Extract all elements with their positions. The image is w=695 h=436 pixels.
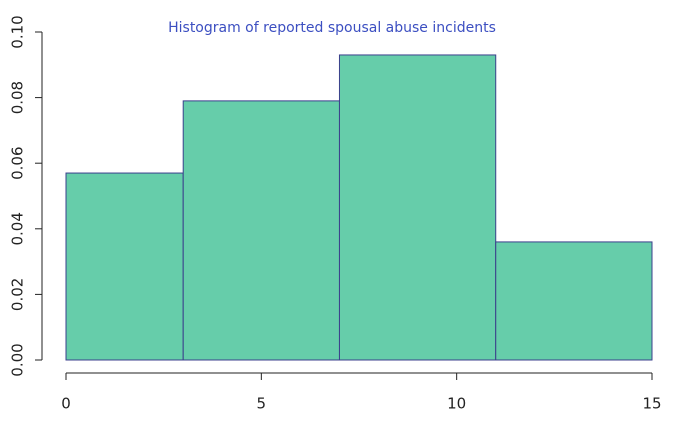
y-tick-label: 0.08: [9, 81, 27, 114]
x-tick-label: 0: [61, 395, 71, 413]
chart-title: Histogram of reported spousal abuse inci…: [168, 20, 496, 36]
y-tick-label: 0.04: [9, 212, 27, 245]
bar: [495, 241, 653, 361]
y-tick-label: 0.06: [9, 146, 27, 179]
bar: [65, 172, 184, 361]
x-tick-label: 10: [447, 395, 466, 413]
bar: [182, 100, 340, 361]
y-tick-label: 0.10: [9, 15, 27, 48]
x-tick-label: 5: [257, 395, 267, 413]
bar: [338, 54, 497, 361]
y-tick-label: 0.00: [9, 343, 27, 376]
x-tick-label: 15: [642, 395, 661, 413]
y-tick-label: 0.02: [9, 278, 27, 311]
